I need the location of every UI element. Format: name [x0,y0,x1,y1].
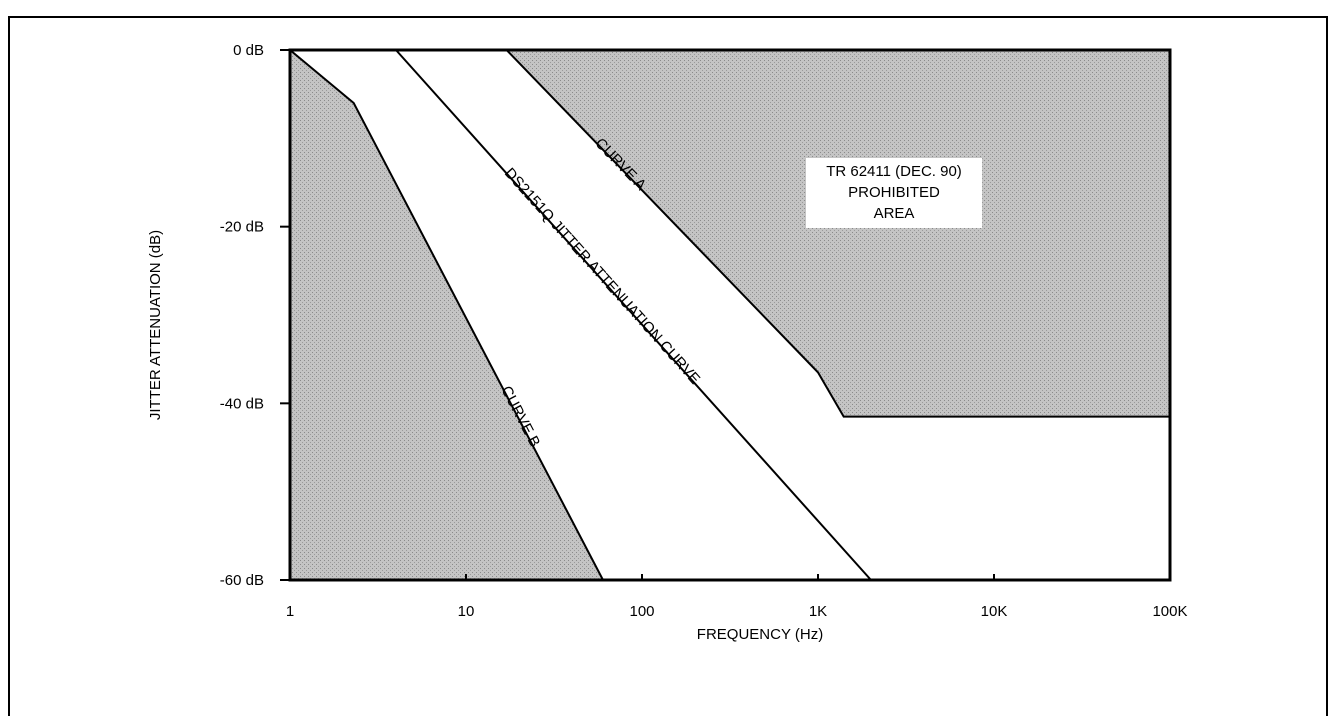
series-line-curve-b [289,49,604,581]
x-tick-label: 1K [809,603,827,620]
x-tick-label: 10 [458,603,475,620]
prohibited-area-label-box [806,158,982,228]
prohibited-region-curve-b [290,50,603,580]
y-tick-label: -60 dB [220,572,264,589]
y-tick-label: -20 dB [220,219,264,236]
y-axis-title: JITTER ATTENUATION (dB) [147,230,164,420]
x-tick-label: 100 [629,603,654,620]
x-tick-label: 100K [1152,603,1187,620]
y-axis-ticks: 0 dB -20 dB -40 dB -60 dB [220,42,290,589]
y-tick-label: -40 dB [220,395,264,412]
prohibited-region-curve-a [506,50,1171,417]
x-tick-label: 1 [286,603,294,620]
series-line-ds2151q [395,49,872,581]
prohibited-area-label-line-1: TR 62411 (DEC. 90) [826,163,962,180]
x-axis-ticks: 1 10 100 1K 10K 100K [286,574,1188,620]
prohibited-area-label-line-2: PROHIBITED [848,184,940,201]
prohibited-area-label-line-3: AREA [874,205,915,222]
x-axis-title: FREQUENCY (Hz) [697,626,823,643]
figure-frame [8,16,1328,716]
y-tick-label: 0 dB [233,42,264,59]
x-tick-label: 10K [981,603,1008,620]
plot-border [288,48,1172,582]
